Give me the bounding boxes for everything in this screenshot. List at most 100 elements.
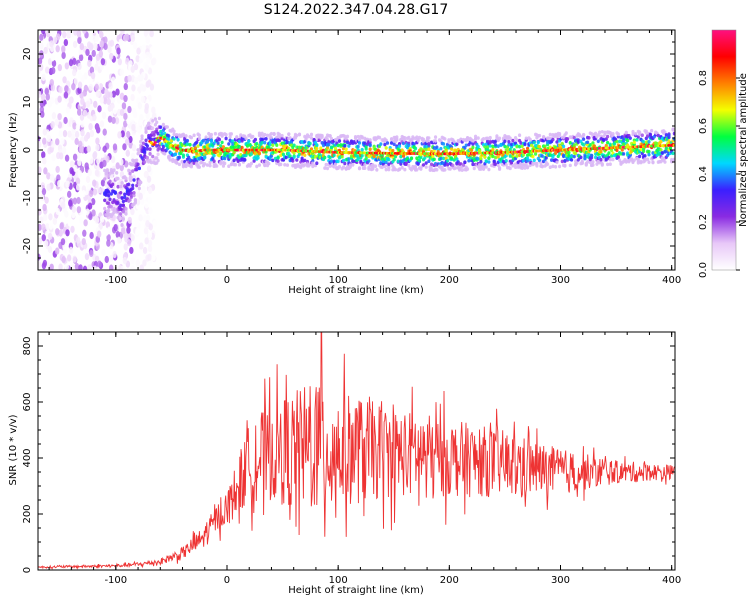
heatmap-cell	[89, 249, 94, 258]
heatmap-cell	[156, 131, 160, 136]
heatmap-cell	[60, 180, 65, 189]
heatmap-cell	[64, 85, 69, 93]
heatmap-cell	[120, 181, 124, 185]
heatmap-cell	[91, 209, 96, 217]
heatmap-cell	[60, 201, 66, 209]
spectrogram-y-tick-label: -20	[22, 238, 33, 254]
heatmap-cell	[119, 184, 123, 189]
heatmap-cell	[240, 139, 244, 143]
heatmap-cell	[88, 123, 93, 131]
heatmap-cell	[575, 161, 579, 165]
heatmap-cell	[44, 66, 50, 74]
heatmap-cell	[659, 148, 663, 152]
heatmap-cell	[89, 32, 94, 41]
heatmap-cell	[256, 155, 260, 160]
spectrogram-x-tick-label: 300	[551, 275, 570, 286]
heatmap-cell	[197, 136, 202, 141]
heatmap-cell	[307, 134, 311, 139]
heatmap-cell	[582, 133, 586, 137]
heatmap-cell	[343, 161, 347, 166]
heatmap-cell	[107, 201, 111, 206]
heatmap-cell	[167, 134, 171, 138]
heatmap-cell	[401, 154, 406, 158]
heatmap-cell	[427, 147, 431, 151]
heatmap-cell	[123, 112, 128, 121]
heatmap-cell	[491, 147, 495, 152]
heatmap-cell	[611, 132, 615, 136]
heatmap-cell	[484, 142, 488, 147]
heatmap-cell	[188, 142, 192, 147]
heatmap-cell	[144, 237, 149, 245]
heatmap-cell	[41, 223, 46, 231]
heatmap-cell	[537, 145, 542, 149]
heatmap-cell	[231, 142, 235, 146]
heatmap-cell	[72, 57, 77, 66]
heatmap-cell	[487, 160, 491, 164]
heatmap-cell	[578, 133, 582, 137]
heatmap-cell	[103, 198, 107, 203]
heatmap-cell	[121, 227, 126, 235]
heatmap-cell	[337, 139, 342, 143]
heatmap-cell	[295, 158, 299, 162]
heatmap-cell	[38, 261, 42, 269]
heatmap-cell	[377, 135, 382, 140]
heatmap-cell	[560, 141, 564, 146]
heatmap-cell	[586, 140, 590, 145]
heatmap-cell	[508, 154, 512, 158]
heatmap-cell	[93, 100, 98, 108]
heatmap-cell	[43, 240, 49, 248]
heatmap-cell	[239, 133, 243, 137]
heatmap-cell	[325, 166, 330, 171]
heatmap-cell	[407, 143, 411, 148]
heatmap-cell	[50, 66, 56, 75]
heatmap-cell	[351, 163, 355, 167]
snr-x-tick-label: 300	[551, 575, 570, 586]
heatmap-cell	[147, 121, 151, 126]
heatmap-cell	[291, 159, 295, 163]
heatmap-cell	[130, 152, 136, 160]
heatmap-cell	[101, 248, 106, 257]
heatmap-cell	[303, 153, 307, 158]
heatmap-cell	[73, 247, 78, 256]
heatmap-cell	[107, 208, 111, 213]
heatmap-cell	[500, 156, 504, 161]
heatmap-cell	[111, 182, 115, 187]
heatmap-cell	[642, 140, 646, 144]
heatmap-cell	[137, 118, 143, 126]
heatmap-cell	[60, 137, 65, 145]
heatmap-cell	[574, 151, 578, 156]
heatmap-cell	[151, 253, 156, 262]
heatmap-cell	[128, 60, 133, 68]
colorbar-bar	[712, 30, 736, 270]
snr-y-axis-label: SNR (10 * v/v)	[8, 414, 19, 485]
heatmap-cell	[109, 205, 113, 209]
heatmap-cell	[591, 141, 595, 145]
heatmap-cell	[586, 160, 590, 164]
heatmap-cell	[107, 30, 112, 36]
heatmap-cell	[38, 117, 41, 125]
colorbar-tick-label: 0.8	[698, 70, 709, 86]
heatmap-cell	[76, 206, 82, 214]
snr-y-tick-label: 600	[22, 392, 33, 411]
heatmap-cell	[485, 145, 490, 149]
heatmap-cell	[93, 42, 98, 51]
heatmap-cell	[484, 159, 488, 163]
heatmap-cell	[106, 239, 111, 247]
heatmap-cell	[251, 134, 255, 139]
heatmap-cell	[467, 158, 471, 163]
heatmap-cell	[131, 144, 137, 152]
heatmap-cell	[631, 129, 635, 134]
heatmap-cell	[235, 135, 239, 139]
heatmap-cell	[148, 207, 153, 215]
heatmap-cell	[336, 143, 340, 148]
heatmap-cell	[161, 144, 165, 149]
heatmap-cell	[643, 158, 647, 163]
heatmap-cell	[413, 146, 418, 151]
colorbar-ticks: 0.0 0.2 0.4 0.6 0.8	[698, 70, 740, 278]
heatmap-cell	[141, 44, 147, 52]
heatmap-cell	[513, 165, 518, 170]
heatmap-cell	[87, 202, 93, 210]
heatmap-cell	[572, 135, 576, 140]
heatmap-cell	[215, 164, 219, 168]
heatmap-cell	[42, 137, 47, 145]
